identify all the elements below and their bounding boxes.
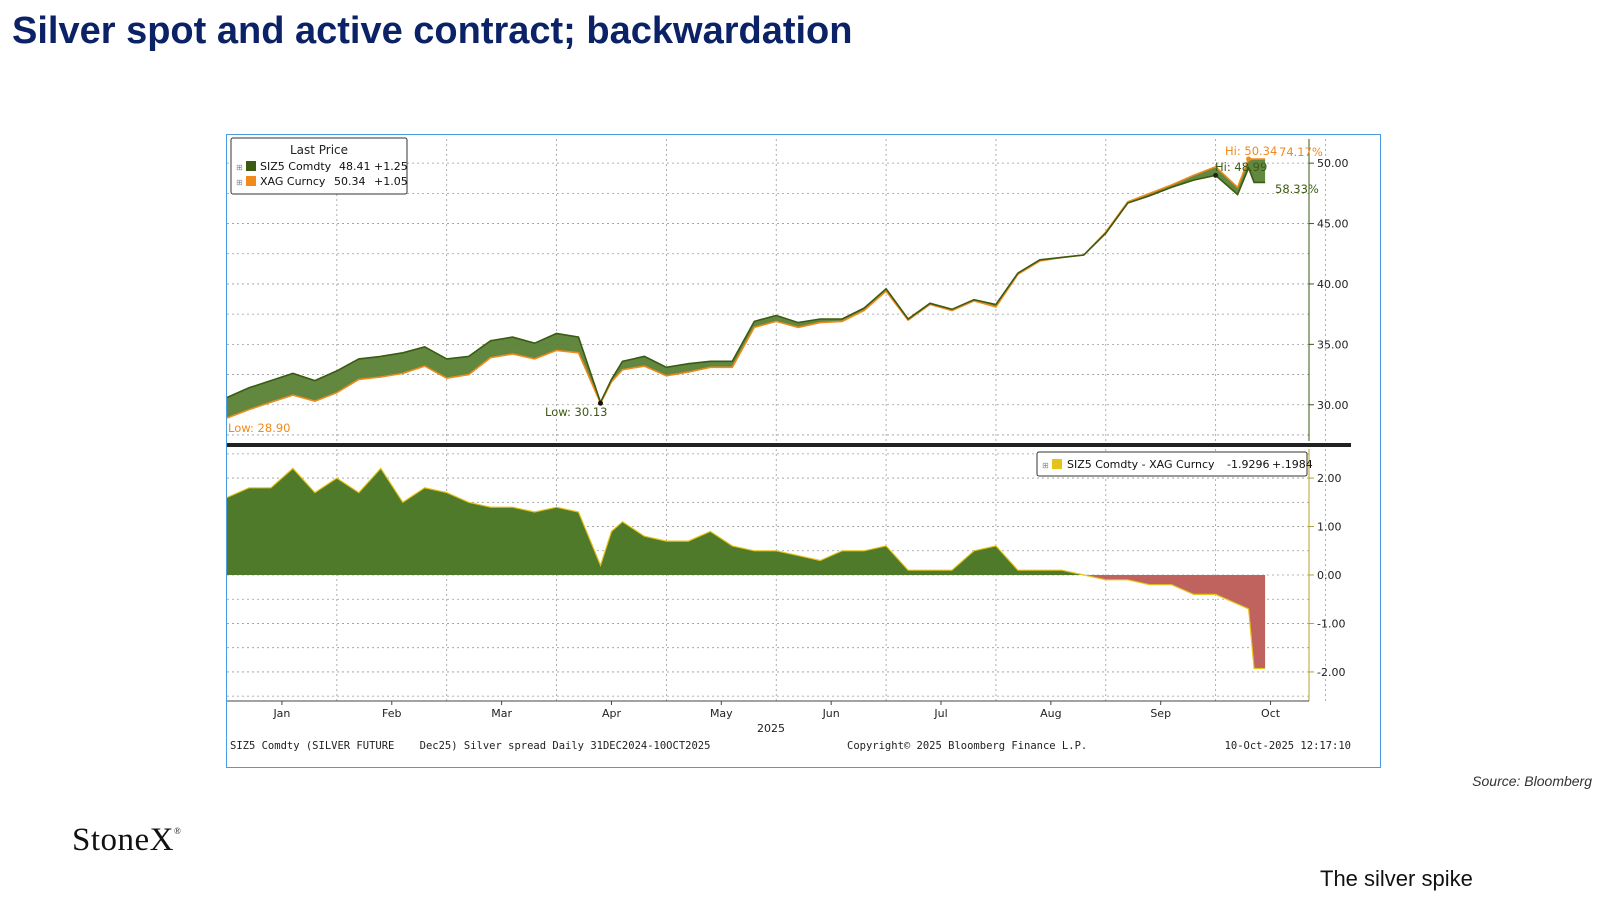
spread-band-fill xyxy=(227,159,1266,418)
legend-name-siz5: SIZ5 Comdty xyxy=(260,160,332,173)
spread-area xyxy=(226,467,1266,670)
legend-swatch-siz5 xyxy=(246,161,256,171)
y-tick-label: -1.00 xyxy=(1317,617,1345,630)
price-spread-fill xyxy=(227,159,1266,418)
legend-change-siz5: +1.25 xyxy=(374,160,408,173)
y-tick-label: 2.00 xyxy=(1317,472,1342,485)
legend-expand-icon[interactable]: ⊞ xyxy=(1042,461,1049,470)
spread-negative-area xyxy=(227,575,1266,669)
annotation-hi-siz5: Hi: 48.99 xyxy=(1215,160,1267,174)
legend-change-spread: +.1984 xyxy=(1272,458,1313,471)
logo-wordmark: StoneX xyxy=(72,822,174,858)
series-line-xag xyxy=(226,158,1266,419)
hi-marker-xag xyxy=(1246,156,1252,162)
footer-label: The silver spike xyxy=(1320,866,1473,891)
copyright-text: Copyright© 2025 Bloomberg Finance L.P. xyxy=(847,740,1087,752)
x-tick-label: Apr xyxy=(602,707,622,720)
price-annotations: Low: 28.90 Low: 30.13 Hi: 50.34 74.17% Hi: 4… xyxy=(228,144,1323,435)
x-axis-year: 2025 xyxy=(757,722,785,735)
series-line-siz5 xyxy=(226,165,1266,405)
slide-title: Silver spot and active contract; backwar… xyxy=(12,10,853,52)
hi-marker-siz5 xyxy=(1213,172,1219,178)
y-tick-label: 0.00 xyxy=(1317,569,1342,582)
legend-last-xag: 50.34 xyxy=(334,175,366,188)
legend-name-xag: XAG Curncy xyxy=(260,175,326,188)
spread-legend: ⊞ SIZ5 Comdty - XAG Curncy -1.9296 +.198… xyxy=(1036,451,1313,477)
bloomberg-chart: 30.00 35.00 40.00 45.00 50.00 Low: 28.90 Low:… xyxy=(226,134,1381,768)
spread-y-axis: -2.00 -1.00 0.00 1.00 2.00 xyxy=(1308,449,1345,701)
y-tick-label: 30.00 xyxy=(1317,399,1349,412)
chart-timestamp: 10-Oct-2025 12:17:10 xyxy=(1225,740,1351,752)
x-tick-label: Feb xyxy=(382,707,401,720)
spread-line xyxy=(226,467,1266,670)
x-tick-label: Mar xyxy=(491,707,512,720)
price-y-axis: 30.00 35.00 40.00 45.00 50.00 xyxy=(1308,139,1349,441)
x-tick-label: Jul xyxy=(933,707,947,720)
logo-registered-mark: ® xyxy=(174,826,182,836)
price-grid xyxy=(227,139,1326,441)
x-tick-label: Jun xyxy=(822,707,840,720)
y-tick-label: -2.00 xyxy=(1317,666,1345,679)
annotation-low-siz5: Low: 30.13 xyxy=(545,405,607,419)
spread-grid xyxy=(227,449,1326,701)
x-tick-label: Aug xyxy=(1040,707,1061,720)
security-description: SIZ5 Comdty (SILVER FUTURE Dec25) Silver… xyxy=(230,740,710,752)
legend-title: Last Price xyxy=(290,143,348,157)
legend-change-xag: +1.05 xyxy=(374,175,408,188)
annotation-low-xag: Low: 28.90 xyxy=(228,421,290,435)
legend-expand-icon[interactable]: ⊞ xyxy=(236,178,243,187)
spread-positive-area xyxy=(227,468,1266,575)
x-axis: Jan Feb Mar Apr May Jun Jul Aug Sep Oct xyxy=(227,700,1309,720)
legend-name-spread: SIZ5 Comdty - XAG Curncy xyxy=(1067,458,1215,471)
x-tick-label: Sep xyxy=(1150,707,1171,720)
chart-footer: SIZ5 Comdty (SILVER FUTURE Dec25) Silver… xyxy=(230,740,1351,752)
annotation-pct-siz5: 58.33% xyxy=(1275,182,1319,196)
y-tick-label: 40.00 xyxy=(1317,278,1349,291)
price-lines xyxy=(226,158,1266,419)
y-tick-label: 1.00 xyxy=(1317,521,1342,534)
y-tick-label: 45.00 xyxy=(1317,218,1349,231)
panel-divider[interactable] xyxy=(227,443,1351,447)
spread-panel: -2.00 -1.00 0.00 1.00 2.00 ⊞ SIZ5 Comdty - X… xyxy=(226,449,1345,701)
legend-swatch-spread xyxy=(1052,459,1062,469)
source-note: Source: Bloomberg xyxy=(1472,773,1592,789)
low-marker xyxy=(597,400,603,406)
stonex-logo: StoneX® xyxy=(72,822,181,859)
legend-last-spread: -1.9296 xyxy=(1227,458,1269,471)
legend-swatch-xag xyxy=(246,176,256,186)
x-tick-label: Jan xyxy=(272,707,290,720)
x-tick-label: Oct xyxy=(1261,707,1281,720)
annotation-hi-xag: Hi: 50.34 xyxy=(1225,144,1277,158)
price-legend: Last Price ⊞ SIZ5 Comdty 48.41 +1.25 ⊞ X… xyxy=(230,137,408,195)
annotation-pct-xag: 74.17% xyxy=(1279,145,1323,159)
y-tick-label: 35.00 xyxy=(1317,338,1349,351)
legend-last-siz5: 48.41 xyxy=(339,160,371,173)
y-tick-label: 50.00 xyxy=(1317,157,1349,170)
legend-expand-icon[interactable]: ⊞ xyxy=(236,163,243,172)
x-tick-label: May xyxy=(710,707,733,720)
